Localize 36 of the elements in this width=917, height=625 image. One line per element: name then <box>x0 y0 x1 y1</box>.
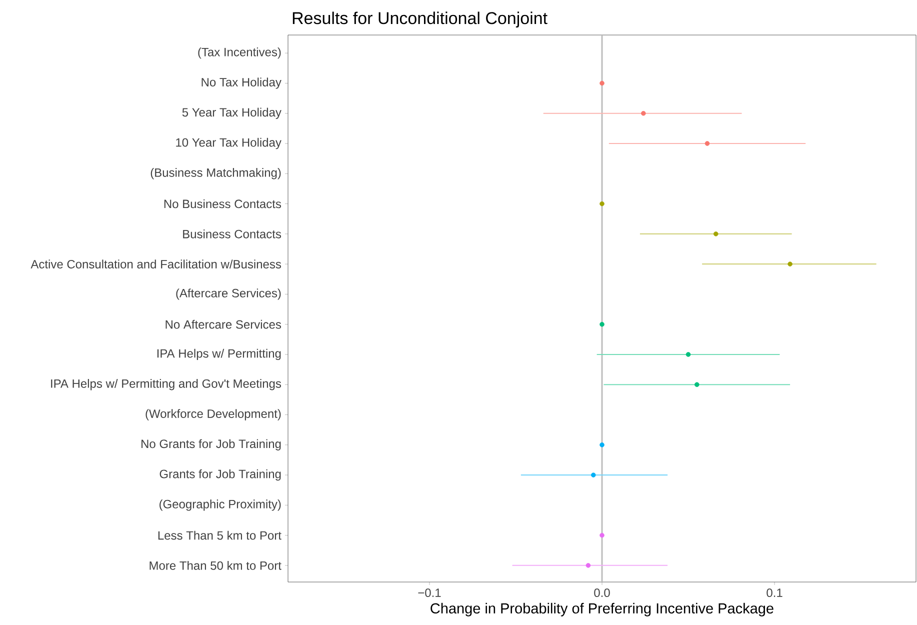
chart-title: Results for Unconditional Conjoint <box>292 12 548 28</box>
y-tick-label: Active Consultation and Facilitation w/Business <box>30 260 281 268</box>
y-tick-label: Less Than 5 km to Port <box>158 530 282 540</box>
x-tick-label: 0.0 <box>594 588 610 598</box>
x-axis-title: Change in Probability of Preferring Incentive Package <box>430 602 774 616</box>
y-tick-label: IPA Helps w/ Permitting and Gov't Meetings <box>51 379 282 390</box>
y-tick-label: No Aftercare Services <box>166 320 282 329</box>
y-tick-label: No Business Contacts <box>164 199 282 208</box>
point <box>788 262 792 266</box>
point <box>686 352 691 357</box>
point <box>600 442 604 448</box>
point <box>694 382 700 387</box>
y-tick-label: (Tax Incentives) <box>198 47 281 59</box>
x-tick-label: −0.1 <box>418 588 441 598</box>
point <box>713 232 718 236</box>
point <box>586 563 591 568</box>
y-tick-label: IPA Helps w/ Permitting <box>157 348 281 360</box>
point <box>704 141 710 146</box>
y-tick-label: 5 Year Tax Holiday <box>182 108 282 119</box>
point <box>590 472 596 478</box>
y-tick-label: No Tax Holiday <box>202 78 282 89</box>
y-tick-label: (Geographic Proximity) <box>160 500 281 511</box>
x-tick-label: 0.1 <box>766 588 782 598</box>
point <box>600 80 604 86</box>
point <box>600 201 604 206</box>
y-tick-label: Business Contacts <box>183 229 282 238</box>
point <box>641 110 646 116</box>
y-tick-label: Grants for Job Training <box>160 469 281 481</box>
y-tick-label: 10 Year Tax Holiday <box>176 138 282 150</box>
y-tick-label: (Workforce Development) <box>146 409 281 420</box>
point <box>600 532 604 538</box>
y-tick-label: More Than 50 km to Port <box>150 561 282 570</box>
y-tick-label: (Business Matchmaking) <box>150 168 281 180</box>
point <box>600 322 604 327</box>
y-tick-label: (Aftercare Services) <box>176 288 281 300</box>
y-tick-label: No Grants for Job Training <box>142 439 281 450</box>
